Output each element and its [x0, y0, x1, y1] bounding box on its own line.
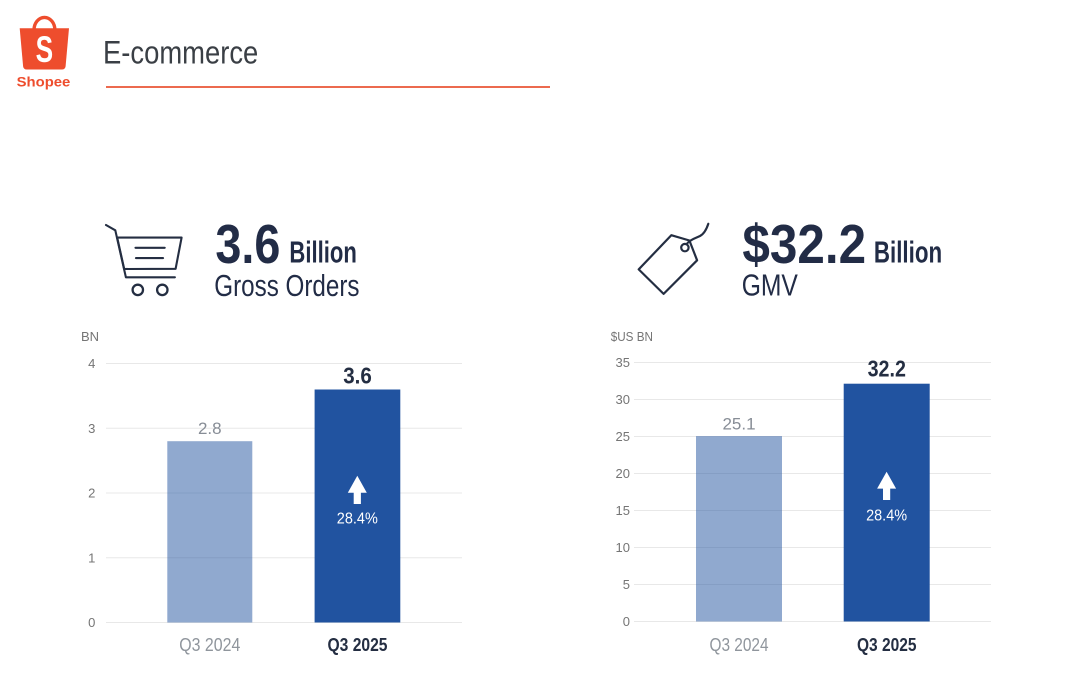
svg-text:Billion: Billion	[874, 236, 942, 270]
svg-text:28.4%: 28.4%	[866, 507, 907, 524]
svg-text:2: 2	[88, 486, 95, 501]
svg-text:$32.2: $32.2	[742, 213, 866, 275]
svg-text:28.4%: 28.4%	[337, 511, 378, 528]
svg-text:3.6: 3.6	[215, 213, 280, 275]
svg-text:25.1: 25.1	[722, 414, 755, 433]
svg-text:15: 15	[616, 503, 630, 518]
svg-text:0: 0	[88, 615, 95, 630]
svg-text:25: 25	[616, 429, 630, 444]
svg-text:Gross Orders: Gross Orders	[214, 269, 359, 303]
svg-text:32.2: 32.2	[868, 355, 906, 381]
svg-text:Q3 2024: Q3 2024	[710, 634, 769, 655]
svg-text:20: 20	[616, 466, 630, 481]
svg-text:Shopee: Shopee	[17, 75, 71, 90]
svg-text:S: S	[36, 29, 54, 70]
svg-text:4: 4	[88, 356, 95, 371]
svg-text:5: 5	[623, 577, 630, 592]
svg-text:$US BN: $US BN	[611, 329, 653, 344]
svg-text:1: 1	[88, 550, 95, 565]
svg-text:Q3 2024: Q3 2024	[179, 634, 240, 655]
svg-text:Q3 2025: Q3 2025	[857, 634, 917, 655]
svg-text:Q3 2025: Q3 2025	[328, 634, 388, 655]
svg-text:35: 35	[616, 355, 630, 370]
svg-text:2.8: 2.8	[198, 419, 222, 438]
svg-text:Billion: Billion	[289, 236, 356, 270]
svg-text:10: 10	[616, 540, 630, 555]
svg-text:0: 0	[623, 614, 630, 629]
svg-text:30: 30	[616, 392, 630, 407]
svg-text:BN: BN	[81, 329, 99, 344]
svg-text:3.6: 3.6	[343, 363, 372, 389]
svg-text:3: 3	[88, 421, 95, 436]
svg-text:E-commerce: E-commerce	[103, 34, 258, 70]
svg-text:GMV: GMV	[742, 269, 799, 303]
